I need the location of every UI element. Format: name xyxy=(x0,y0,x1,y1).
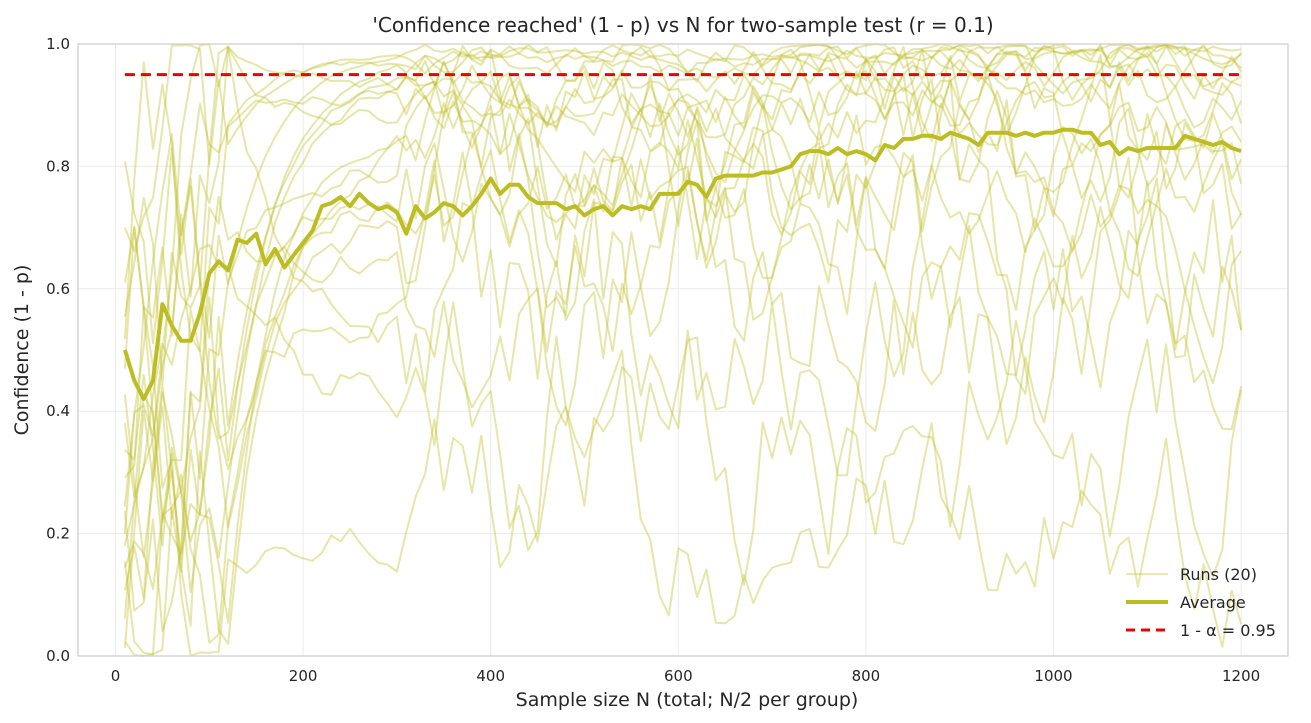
average-series xyxy=(122,127,1242,401)
run-line-2 xyxy=(123,43,1242,252)
legend-average-label: Average xyxy=(1180,593,1246,612)
run-line-17 xyxy=(123,120,1243,591)
x-axis-title: Sample size N (total; N/2 per group) xyxy=(516,689,859,711)
y-axis-title: Confidence (1 - p) xyxy=(11,265,33,436)
run-line-10 xyxy=(124,46,1242,479)
x-tick-label: 1000 xyxy=(1034,667,1072,685)
x-axis-ticks: 0 200 400 600 800 1000 1200 xyxy=(111,667,1260,685)
run-line-8 xyxy=(123,44,1242,535)
run-line-3 xyxy=(123,43,1242,556)
run-line-13 xyxy=(123,73,1243,498)
x-tick-label: 200 xyxy=(289,667,318,685)
x-tick-label: 600 xyxy=(664,667,693,685)
legend: Runs (20) Average 1 - α = 0.95 xyxy=(1126,565,1276,640)
run-line-4 xyxy=(123,43,1242,353)
run-line-20 xyxy=(124,349,1243,657)
y-tick-label: 0.4 xyxy=(46,402,70,420)
run-line-15 xyxy=(123,44,1242,529)
run-line-6 xyxy=(124,43,1242,594)
x-tick-label: 400 xyxy=(476,667,505,685)
y-tick-label: 0.2 xyxy=(46,525,70,543)
average-line xyxy=(122,127,1242,401)
run-line-19 xyxy=(123,243,1243,586)
run-line-14 xyxy=(123,53,1242,648)
run-line-7 xyxy=(123,43,1242,507)
y-tick-label: 0.6 xyxy=(46,280,70,298)
runs-series xyxy=(123,43,1243,657)
plot-area xyxy=(78,44,1288,656)
axes-spines xyxy=(77,43,1289,657)
plot-border xyxy=(77,43,1289,657)
run-line-9 xyxy=(123,45,1243,656)
run-line-5 xyxy=(123,43,1242,558)
run-line-18 xyxy=(123,45,1243,477)
run-line-1 xyxy=(123,43,1242,345)
y-tick-label: 0.0 xyxy=(46,647,70,665)
x-tick-label: 1200 xyxy=(1222,667,1260,685)
y-tick-label: 1.0 xyxy=(46,35,70,53)
x-tick-label: 800 xyxy=(852,667,881,685)
y-axis-ticks: 0.0 0.2 0.4 0.6 0.8 1.0 xyxy=(46,35,70,665)
legend-threshold-label: 1 - α = 0.95 xyxy=(1180,621,1276,640)
y-tick-label: 0.8 xyxy=(46,157,70,175)
legend-runs-label: Runs (20) xyxy=(1180,565,1257,584)
chart-title: 'Confidence reached' (1 - p) vs N for tw… xyxy=(372,13,993,37)
run-line-12 xyxy=(123,74,1243,619)
x-tick-label: 0 xyxy=(111,667,121,685)
